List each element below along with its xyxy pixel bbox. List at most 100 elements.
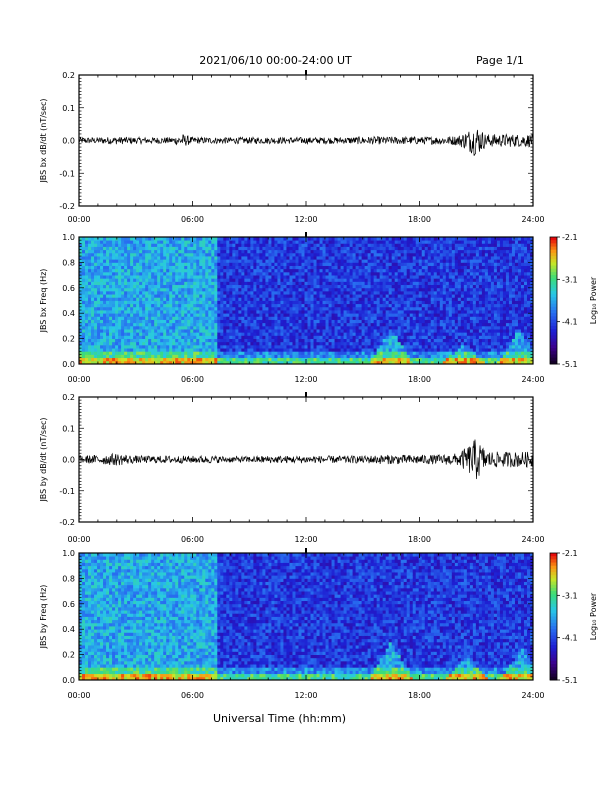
spectrogram-cell [367, 316, 372, 320]
spectrogram-cell [190, 300, 194, 305]
spectrogram-cell [268, 256, 272, 260]
spectrogram-cell [250, 325, 254, 330]
spectrogram-cell [259, 354, 263, 359]
spectrogram-cell [253, 313, 257, 317]
spectrogram-cell [154, 297, 158, 301]
spectrogram-cell [181, 265, 185, 270]
spectrogram-cell [427, 341, 432, 346]
spectrogram-cell [265, 322, 269, 327]
spectrogram-cell [325, 357, 329, 362]
spectrogram-cell [358, 265, 363, 270]
spectrogram-cell [85, 316, 89, 320]
spectrogram-cell [208, 287, 212, 292]
spectrogram-cell [187, 297, 191, 301]
spectrogram-cell [370, 281, 375, 286]
spectrogram-cell [277, 322, 281, 327]
spectrogram-cell [268, 294, 272, 298]
spectrogram-cell [427, 322, 432, 327]
spectrogram-cell [412, 322, 417, 327]
spectrogram-cell [433, 297, 438, 301]
spectrogram-cell [229, 271, 233, 276]
spectrogram-cell [127, 256, 131, 260]
spectrogram-cell [229, 297, 233, 301]
spectrogram-cell [127, 303, 131, 308]
spectrogram-cell [364, 287, 369, 292]
spectrogram-cell [376, 246, 381, 251]
spectrogram-cell [187, 319, 191, 324]
spectrogram-cell [259, 332, 263, 336]
spectrogram-cell [145, 246, 149, 251]
spectrogram-cell [115, 240, 119, 244]
spectrogram-cell [154, 300, 158, 305]
spectrogram-cell [193, 344, 197, 349]
spectrogram-cell [400, 344, 405, 349]
spectrogram-cell [424, 268, 429, 273]
spectrogram-cell [298, 268, 302, 273]
spectrogram-cell [334, 344, 338, 349]
spectrogram-cell [277, 294, 281, 298]
spectrogram-cell [211, 246, 215, 251]
spectrogram-cell [424, 306, 429, 311]
spectrogram-cell [94, 303, 98, 308]
spectrogram-cell [283, 287, 287, 292]
spectrogram-cell [142, 316, 146, 320]
spectrogram-cell [340, 357, 344, 362]
spectrogram-cell [121, 249, 125, 254]
spectrogram-cell [346, 338, 350, 343]
spectrogram-cell [280, 341, 284, 346]
spectrogram-cell [367, 265, 372, 270]
spectrogram-cell [394, 300, 399, 305]
spectrogram-cell [97, 303, 101, 308]
spectrogram-cell [160, 306, 164, 311]
spectrogram-cell [370, 319, 375, 324]
spectrogram-cell [187, 268, 191, 273]
spectrogram-cell [418, 306, 423, 311]
spectrogram-cell [91, 306, 95, 311]
spectrogram-cell [103, 284, 107, 289]
spectrogram-cell [199, 338, 203, 343]
spectrogram-cell [394, 271, 399, 276]
spectrogram-cell [160, 357, 164, 362]
spectrogram-cell [181, 316, 185, 320]
spectrogram-cell [334, 240, 338, 244]
spectrogram-cell [289, 310, 293, 314]
spectrogram-cell [79, 306, 83, 311]
spectrogram-cell [430, 357, 435, 362]
spectrogram-cell [253, 348, 257, 352]
spectrogram-cell [184, 335, 188, 339]
spectrogram-cell [373, 313, 378, 317]
spectrogram-cell [187, 322, 191, 327]
spectrogram-cell [340, 284, 344, 289]
spectrogram-cell [226, 262, 230, 266]
spectrogram-cell [142, 348, 146, 352]
spectrogram-cell [343, 344, 347, 349]
spectrogram-cell [172, 325, 176, 330]
spectrogram-cell [130, 310, 134, 314]
spectrogram-cell [418, 246, 423, 251]
spectrogram-cell [286, 338, 290, 343]
spectrogram-cell [343, 329, 347, 333]
spectrogram-cell [121, 344, 125, 349]
spectrogram-cell [412, 240, 417, 244]
spectrogram-cell [289, 335, 293, 339]
spectrogram-cell [322, 325, 326, 330]
spectrogram-cell [136, 259, 140, 263]
spectrogram-cell [160, 300, 164, 305]
spectrogram-cell [118, 265, 122, 270]
spectrogram-cell [385, 271, 390, 276]
spectrogram-cell [331, 256, 335, 260]
spectrogram-cell [373, 360, 378, 365]
spectrogram-cell [313, 300, 317, 305]
spectrogram-cell [241, 319, 245, 324]
spectrogram-cell [220, 246, 224, 251]
spectrogram-cell [355, 348, 360, 352]
spectrogram-cell [151, 281, 155, 286]
spectrogram-cell [283, 313, 287, 317]
spectrogram-cell [325, 332, 329, 336]
spectrogram-cell [358, 310, 363, 314]
spectrogram-cell [322, 303, 326, 308]
spectrogram-cell [118, 360, 122, 365]
spectrogram-cell [166, 297, 170, 301]
spectrogram-cell [364, 252, 369, 257]
spectrogram-cell [196, 319, 200, 324]
